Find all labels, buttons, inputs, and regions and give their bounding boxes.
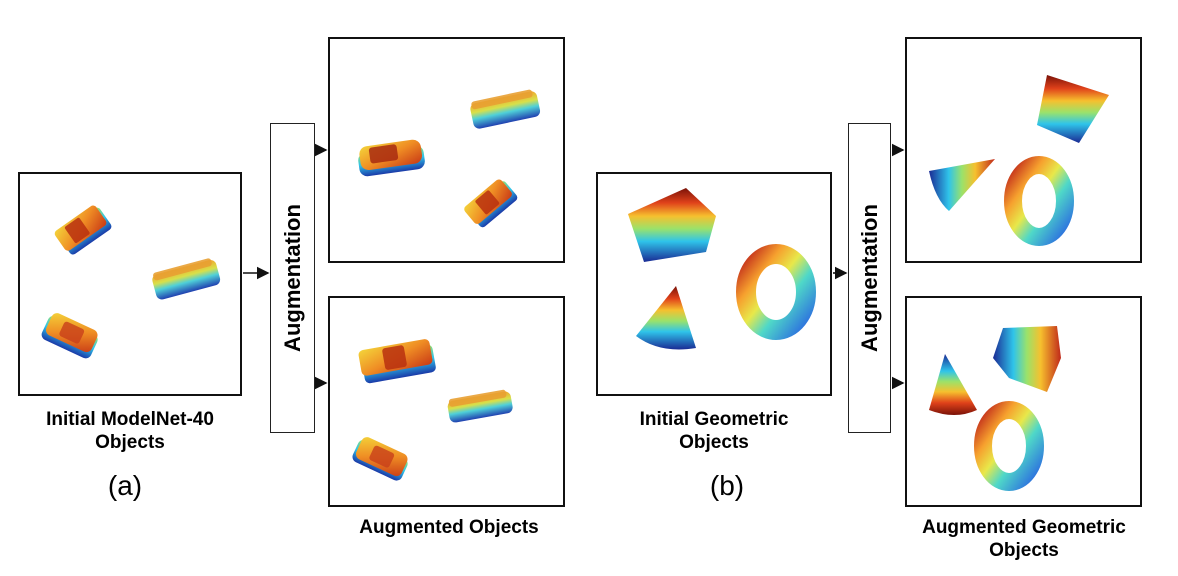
augmented-panel-a-top (328, 37, 565, 263)
augmented-objects-caption: Augmented Objects (359, 517, 539, 538)
cone-point-cloud (929, 354, 977, 415)
augmentation-box-a: Augmentation (270, 123, 315, 433)
pentagon-prism-point-cloud (628, 188, 716, 262)
subfigure-label-b: (b) (709, 470, 745, 501)
augmentation-box-b: Augmentation (848, 123, 891, 433)
initial-geometric-caption: Initial Geometric Objects (596, 408, 832, 454)
van-point-cloud (447, 389, 513, 423)
augmented-objects-b-bottom (929, 326, 1061, 491)
pentagon-prism-point-cloud (993, 326, 1061, 392)
augmented-geometric-caption-line1: Augmented Geometric (922, 517, 1126, 538)
augmented-objects-a-bottom (352, 339, 513, 481)
mobius-strip-point-cloud (1004, 156, 1074, 246)
mobius-strip-point-cloud (974, 401, 1044, 491)
mobius-strip-point-cloud (736, 244, 816, 340)
initial-geometric-panel (596, 172, 832, 396)
truck-point-cloud (464, 179, 518, 228)
augmented-geometric-caption: Augmented Geometric Objects (886, 516, 1162, 562)
cone-point-cloud (929, 159, 995, 211)
van-point-cloud (470, 89, 541, 129)
truck-point-cloud (54, 205, 112, 255)
augmented-objects-a-top (358, 89, 541, 228)
augmented-geometric-caption-line2: Objects (989, 540, 1059, 561)
initial-modelnet-caption-line2: Objects (95, 432, 165, 453)
truck-point-cloud (358, 339, 436, 384)
initial-geometric-caption-line1: Initial Geometric (639, 409, 789, 430)
initial-modelnet-caption-line1: Initial ModelNet-40 (46, 409, 214, 430)
car-point-cloud (358, 139, 425, 177)
subfigure-label-a: (a) (107, 470, 143, 501)
augmented-panel-b-bottom (905, 296, 1142, 507)
augmented-panel-b-top (905, 37, 1142, 263)
initial-modelnet-panel (18, 172, 242, 396)
van-point-cloud (152, 258, 221, 300)
augmented-objects-b-top (929, 75, 1109, 246)
initial-geometric-caption-line2: Objects (679, 432, 749, 453)
car-point-cloud (352, 437, 408, 481)
initial-modelnet-objects (41, 205, 221, 359)
pentagon-prism-point-cloud (1037, 75, 1109, 143)
car-point-cloud (41, 313, 98, 359)
initial-geometric-objects (628, 188, 816, 350)
augmented-panel-a-bottom (328, 296, 565, 507)
cone-point-cloud (636, 286, 696, 350)
initial-modelnet-caption: Initial ModelNet-40 Objects (18, 408, 242, 454)
